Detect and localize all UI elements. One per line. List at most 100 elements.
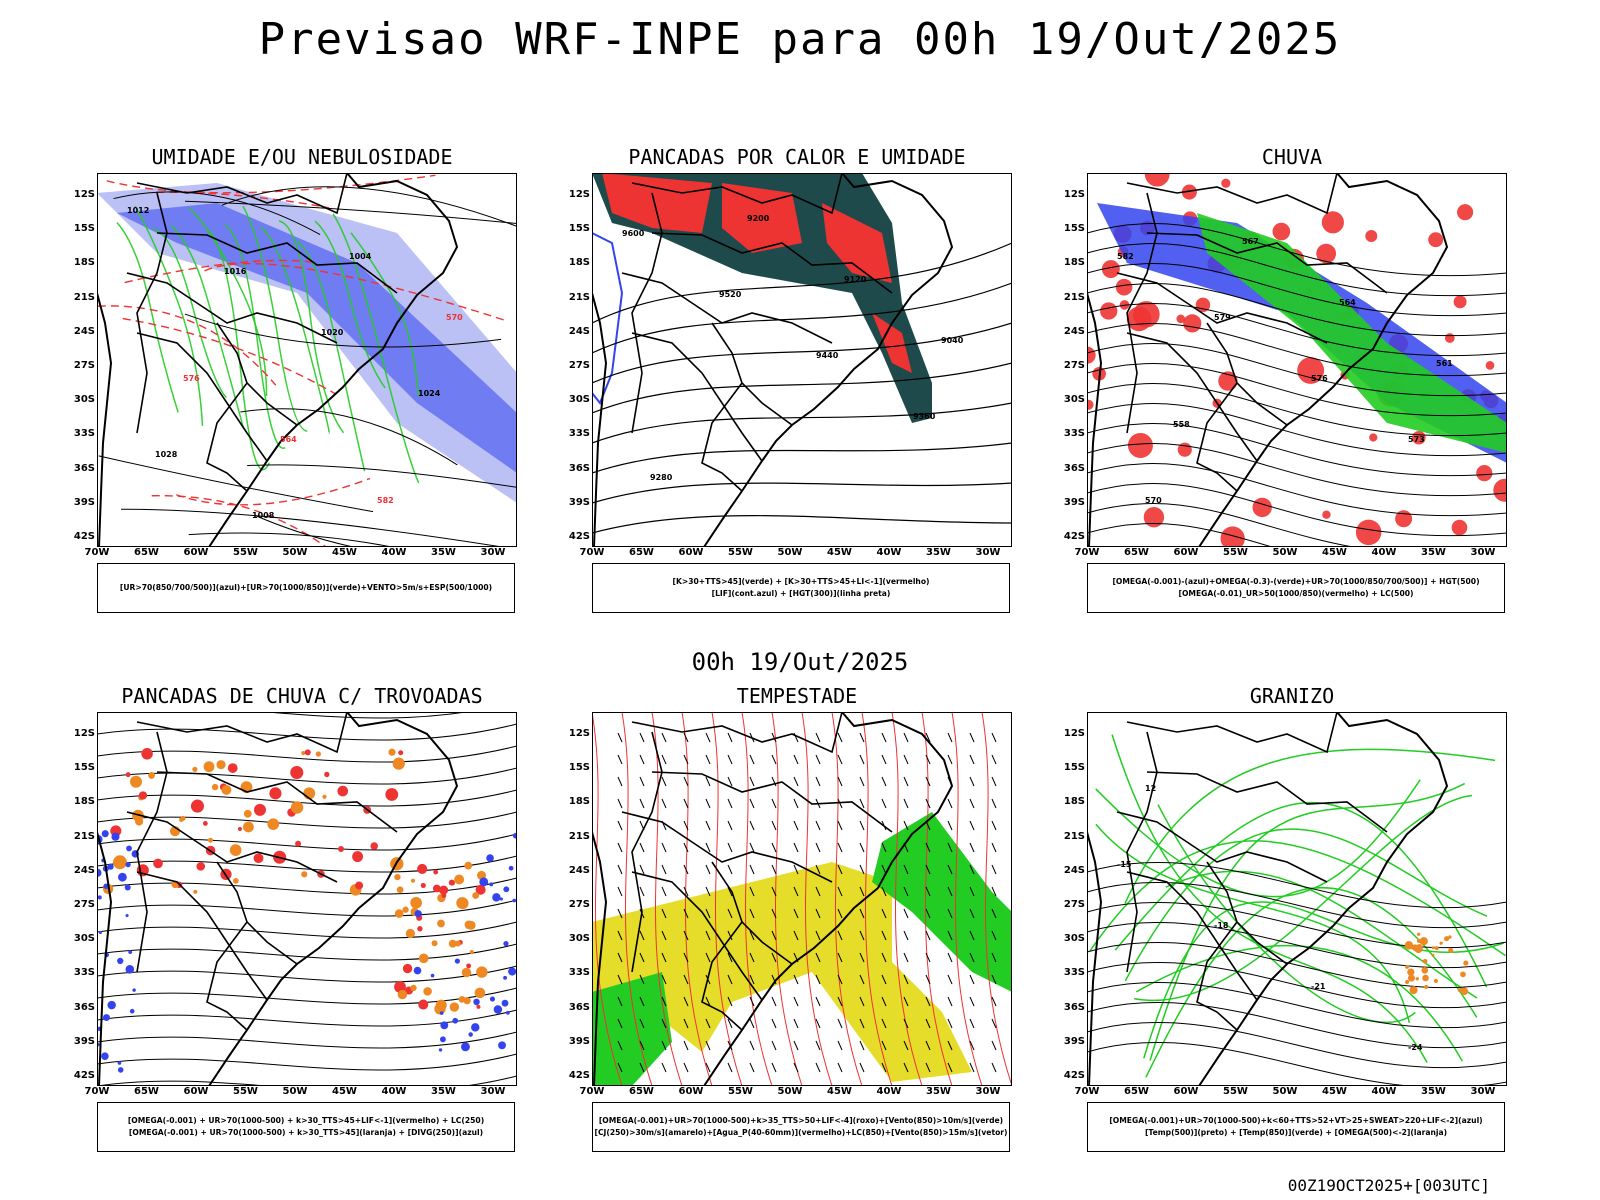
contour-label: 9120 — [844, 275, 867, 284]
panel-legend: [OMEGA(-0.001)-(azul)+OMEGA(-0.3)-(verde… — [1087, 563, 1505, 613]
legend-line: [OMEGA(-0.001)+UR>70(1000-500)+k<60+TTS>… — [1109, 1116, 1483, 1125]
lat-tick-label: 30S — [568, 394, 590, 406]
lat-tick-label: 36S — [73, 462, 95, 474]
panel-title: CHUVA — [1261, 145, 1323, 169]
lon-tick-label: 60W — [678, 547, 704, 558]
lon-tick-label: 55W — [233, 547, 258, 558]
lon-tick-label: 30W — [975, 547, 1001, 558]
jet-stream-field — [592, 862, 972, 1082]
contour-label: 1024 — [418, 389, 441, 398]
lon-tick-label: 65W — [1124, 547, 1149, 558]
lat-tick-label: 12S — [73, 189, 95, 200]
lat-tick-label: 39S — [568, 496, 590, 508]
contour-label: 12 — [1145, 784, 1156, 793]
map-panel-trovoadas: PANCADAS DE CHUVA C/ TROVOADAS 12S 15S 18S 2… — [57, 684, 547, 1164]
lon-tick-label: 65W — [1124, 1086, 1149, 1097]
lon-tick-label: 35W — [431, 547, 456, 558]
lat-tick-label: 27S — [568, 360, 590, 371]
lon-tick-label: 60W — [1173, 1086, 1199, 1097]
lat-tick-label: 27S — [73, 899, 95, 910]
contour-label: 1004 — [349, 252, 372, 261]
lat-tick-label: 27S — [1063, 360, 1085, 371]
lat-tick-label: 39S — [73, 496, 95, 508]
lon-tick-label: 45W — [1322, 547, 1347, 558]
lat-tick-label: 42S — [73, 531, 95, 542]
lat-tick-label: 24S — [73, 325, 95, 337]
lat-tick-label: 42S — [568, 531, 590, 542]
lat-tick-label: 21S — [73, 291, 95, 303]
lon-tick-label: 65W — [134, 1086, 159, 1097]
lat-tick-label: 24S — [1063, 864, 1085, 876]
lon-tick-label: 70W — [1074, 547, 1100, 558]
lat-tick-label: 24S — [1063, 325, 1085, 337]
lon-tick-label: 35W — [926, 547, 951, 558]
lon-tick-label: 50W — [777, 547, 803, 558]
legend-line: [LIF](cont.azul) + [HGT(300)](linha pret… — [711, 589, 891, 598]
contour-label: 1012 — [127, 206, 149, 215]
lat-tick-label: 21S — [1063, 291, 1085, 303]
lon-tick-label: 45W — [827, 547, 852, 558]
lon-tick-label: 50W — [282, 547, 308, 558]
lat-tick-label: 18S — [568, 257, 590, 269]
legend-line: [OMEGA(-0.001)-(azul)+OMEGA(-0.3)-(verde… — [1112, 577, 1480, 586]
lat-tick-label: 30S — [73, 933, 95, 945]
lon-tick-label: 65W — [629, 547, 654, 558]
map-canvas: -15 -18 -21 -24 12 — [1087, 712, 1507, 1086]
lon-tick-label: 60W — [183, 1086, 209, 1097]
contour-label: 9280 — [650, 473, 673, 482]
wind-field-green — [872, 812, 1012, 992]
contour-label: 9200 — [747, 214, 770, 223]
lon-tick-label: 70W — [84, 1086, 110, 1097]
lat-tick-label: 24S — [568, 325, 590, 337]
lon-tick-label: 65W — [134, 547, 159, 558]
lon-tick-label: 50W — [1272, 1086, 1298, 1097]
legend-line: [K>30+TTS>45](verde) + [K>30+TTS>45+LI<-… — [672, 577, 930, 586]
legend-line: [CJ(250)>30m/s](amarelo)+[Agua_P(40-60mm… — [594, 1128, 1008, 1137]
lat-tick-label: 15S — [73, 223, 95, 235]
lat-tick-label: 33S — [73, 428, 95, 440]
legend-line: [OMEGA(-0.001) + UR>70(1000-500) + k>30_… — [127, 1116, 485, 1125]
panel-legend: [K>30+TTS>45](verde) + [K>30+TTS>45+LI<-… — [592, 563, 1010, 613]
panel-title: UMIDADE E/OU NEBULOSIDADE — [151, 145, 453, 169]
lat-tick-label: 33S — [1063, 967, 1085, 979]
lat-tick-label: 42S — [1063, 1070, 1085, 1081]
panel-title: GRANIZO — [1249, 684, 1335, 708]
contour-label: 567 — [1242, 237, 1259, 246]
legend-line: [OMEGA(-0.001)+UR>70(1000-500)+k>35_TTS>… — [598, 1116, 1004, 1125]
lon-tick-label: 45W — [332, 547, 357, 558]
lon-tick-label: 70W — [579, 547, 605, 558]
legend-line: [OMEGA(-0.001) + UR>70(1000-500) + k>30_… — [128, 1128, 484, 1137]
lat-tick-label: 39S — [568, 1035, 590, 1047]
contour-label: 9440 — [816, 351, 839, 360]
lat-tick-label: 12S — [568, 728, 590, 739]
lat-tick-label: 36S — [73, 1001, 95, 1013]
contour-label: 582 — [377, 496, 394, 505]
lat-tick-label: 42S — [73, 1070, 95, 1081]
lat-tick-label: 33S — [1063, 428, 1085, 440]
map-panel-granizo: GRANIZO 12S 15S 18S 21S 24S 27S 30S 33S 36S 39S 42S… — [1047, 684, 1537, 1164]
forecast-time-label: 00h 19/Out/2025 — [691, 648, 909, 676]
lon-tick-label: 35W — [1421, 547, 1446, 558]
panel-title: PANCADAS POR CALOR E UMIDADE — [628, 145, 966, 169]
lat-tick-label: 30S — [568, 933, 590, 945]
lon-tick-label: 40W — [381, 547, 407, 558]
contour-label: 573 — [1408, 435, 1425, 444]
lat-tick-label: 36S — [568, 462, 590, 474]
lat-tick-label: 15S — [568, 762, 590, 774]
lat-tick-label: 30S — [1063, 394, 1085, 406]
map-canvas: 1012 1016 1020 1024 1028 1008 1004 570 576 564 582 — [97, 173, 517, 547]
lat-tick-label: 42S — [568, 1070, 590, 1081]
lon-tick-label: 35W — [431, 1086, 456, 1097]
lon-tick-label: 50W — [282, 1086, 308, 1097]
map-canvas — [592, 712, 1012, 1086]
lat-tick-label: 15S — [1063, 223, 1085, 235]
map-panel-tempestade: TEMPESTADE 12S 15S 18S 21S 24S 27S 30S 33S 36S 39S… — [552, 684, 1042, 1164]
lat-tick-label: 21S — [568, 830, 590, 842]
contour-label: 1008 — [252, 511, 275, 520]
weather-map: -15 -18 -21 -24 12 — [1087, 712, 1507, 1086]
map-panel-umidade: UMIDADE E/OU NEBULOSIDADE 12S 15S 18S 21S 24S… — [57, 145, 547, 625]
lat-tick-label: 30S — [1063, 933, 1085, 945]
lat-tick-label: 18S — [73, 796, 95, 808]
panel-title: PANCADAS DE CHUVA C/ TROVOADAS — [121, 684, 483, 708]
lon-tick-label: 45W — [1322, 1086, 1347, 1097]
